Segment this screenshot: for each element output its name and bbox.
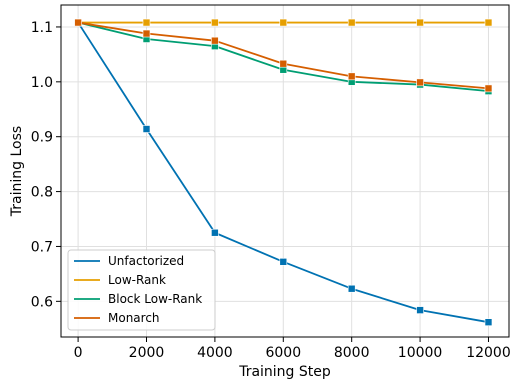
x-tick-label: 0 [74, 345, 83, 361]
legend: Unfactorized Low-Rank Block Low-Rank Monarc… [67, 249, 216, 331]
data-point [142, 125, 151, 133]
data-point [347, 72, 356, 81]
y-tick-label: 0.6 [31, 294, 53, 310]
legend-label: Low-Rank [108, 273, 166, 287]
x-tick-label: 12000 [466, 345, 511, 361]
series-unfactorized [74, 18, 493, 326]
series-monarch [74, 18, 493, 93]
plot-frame [60, 4, 510, 338]
data-point [142, 29, 151, 38]
data-point [279, 18, 288, 27]
data-point [74, 18, 82, 27]
data-point [142, 18, 151, 27]
legend-box [67, 249, 216, 331]
y-tick-label: 1.1 [31, 20, 53, 36]
data-point [416, 306, 424, 314]
data-point [211, 36, 219, 45]
y-tick-label: 0.9 [31, 130, 53, 146]
data-point [347, 18, 356, 27]
legend-label: Block Low-Rank [108, 292, 202, 306]
y-tick-label: 1.0 [31, 75, 53, 91]
y-tick-label: 0.7 [31, 239, 53, 255]
data-point [211, 228, 219, 237]
y-tick-label: 0.8 [31, 185, 53, 201]
data-point [484, 18, 493, 27]
x-tick-label: 8000 [334, 345, 370, 361]
data-point [416, 18, 424, 27]
data-point [484, 318, 493, 326]
x-tick-label: 4000 [197, 345, 233, 361]
data-point [279, 59, 288, 68]
series-layer [74, 18, 493, 326]
x-tick-label: 6000 [265, 345, 301, 361]
legend-label: Unfactorized [108, 254, 184, 268]
axis-ticks: 0 2000 4000 6000 8000 10000 12000 0.6 0.7 0.8 0.9 1… [31, 20, 511, 361]
x-axis-title: Training Step [238, 364, 331, 380]
x-tick-label: 10000 [398, 345, 443, 361]
x-tick-label: 2000 [129, 345, 165, 361]
data-point [279, 258, 288, 266]
gridlines [61, 5, 509, 337]
data-point [416, 78, 424, 87]
y-axis-title: Training Loss [9, 126, 25, 217]
series-low-rank [74, 18, 493, 27]
data-point [484, 84, 493, 93]
data-point [211, 18, 219, 27]
legend-label: Monarch [108, 311, 160, 325]
data-point [347, 284, 356, 293]
